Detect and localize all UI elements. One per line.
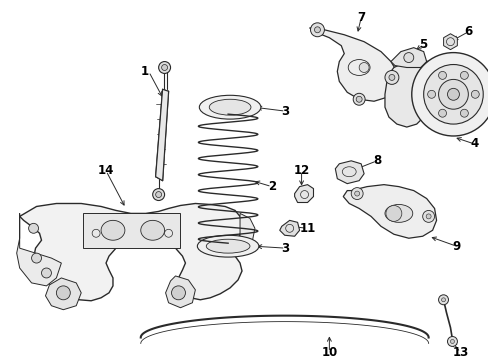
Polygon shape xyxy=(335,161,364,184)
Polygon shape xyxy=(17,213,61,286)
Circle shape xyxy=(386,206,402,221)
Circle shape xyxy=(461,71,468,79)
Polygon shape xyxy=(391,48,427,67)
Polygon shape xyxy=(343,185,437,238)
Text: 13: 13 xyxy=(452,346,468,359)
Polygon shape xyxy=(20,203,242,301)
Ellipse shape xyxy=(206,239,250,253)
Circle shape xyxy=(447,337,458,346)
Circle shape xyxy=(385,71,399,84)
Circle shape xyxy=(439,80,468,109)
Circle shape xyxy=(428,90,436,98)
Text: 12: 12 xyxy=(294,164,310,177)
Circle shape xyxy=(172,286,185,300)
Text: 7: 7 xyxy=(357,12,365,24)
Circle shape xyxy=(31,253,42,263)
Circle shape xyxy=(404,53,414,63)
Text: 6: 6 xyxy=(464,25,472,38)
Polygon shape xyxy=(385,59,439,127)
Text: 8: 8 xyxy=(373,154,381,167)
Ellipse shape xyxy=(385,204,413,222)
Circle shape xyxy=(356,96,362,102)
Circle shape xyxy=(162,64,168,71)
Circle shape xyxy=(423,211,435,222)
Circle shape xyxy=(441,298,445,302)
Text: 3: 3 xyxy=(282,242,290,255)
Ellipse shape xyxy=(199,95,261,119)
Circle shape xyxy=(311,23,324,37)
Text: 9: 9 xyxy=(452,240,461,253)
Polygon shape xyxy=(166,276,196,308)
Circle shape xyxy=(156,192,162,198)
Circle shape xyxy=(355,191,360,196)
Text: 10: 10 xyxy=(321,346,338,359)
Ellipse shape xyxy=(209,99,251,115)
Polygon shape xyxy=(280,220,299,236)
Polygon shape xyxy=(46,278,81,310)
Polygon shape xyxy=(443,34,457,50)
Polygon shape xyxy=(310,28,399,101)
Polygon shape xyxy=(294,185,314,202)
Circle shape xyxy=(424,64,483,124)
Circle shape xyxy=(353,93,365,105)
Text: 14: 14 xyxy=(98,164,114,177)
Circle shape xyxy=(439,71,446,79)
Circle shape xyxy=(153,189,165,201)
Text: 4: 4 xyxy=(470,138,478,150)
Polygon shape xyxy=(156,89,169,181)
Text: 11: 11 xyxy=(299,222,316,235)
Circle shape xyxy=(447,88,460,100)
Circle shape xyxy=(56,286,70,300)
Text: 3: 3 xyxy=(282,105,290,118)
Ellipse shape xyxy=(197,235,259,257)
Circle shape xyxy=(389,75,395,80)
Circle shape xyxy=(42,268,51,278)
Circle shape xyxy=(461,109,468,117)
Polygon shape xyxy=(240,213,255,250)
Ellipse shape xyxy=(101,220,125,240)
Circle shape xyxy=(471,90,479,98)
Circle shape xyxy=(450,339,454,343)
Circle shape xyxy=(351,188,363,199)
Polygon shape xyxy=(83,213,180,248)
Text: 1: 1 xyxy=(141,65,148,78)
Circle shape xyxy=(359,63,369,72)
Circle shape xyxy=(439,295,448,305)
Circle shape xyxy=(159,62,171,73)
Text: 5: 5 xyxy=(419,38,428,51)
Circle shape xyxy=(412,53,490,136)
Circle shape xyxy=(28,223,39,233)
Circle shape xyxy=(439,109,446,117)
Circle shape xyxy=(426,214,431,219)
Ellipse shape xyxy=(141,220,165,240)
Circle shape xyxy=(315,27,320,33)
Text: 2: 2 xyxy=(268,180,276,193)
